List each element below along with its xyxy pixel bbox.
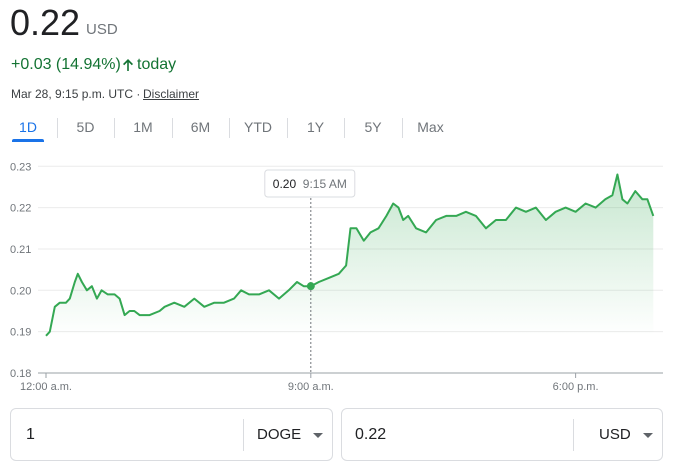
from-currency: DOGE [257, 426, 302, 443]
range-tab[interactable]: 1M [133, 119, 153, 135]
amount-output[interactable]: 0.22 USD [341, 408, 663, 461]
area [46, 174, 654, 336]
range-tab[interactable]: 5Y [364, 119, 382, 135]
y-tick-label: 0.22 [10, 203, 31, 215]
chart: 0.18 0.19 0.20 0.21 0.22 0.23 12:00 a.m. 9:00 a… [10, 161, 663, 393]
dropdown-arrow[interactable] [313, 433, 323, 439]
currency: USD [86, 21, 118, 38]
tab-separator [401, 118, 403, 138]
y-tick-label: 0.19 [10, 327, 31, 339]
range-tab[interactable]: 6M [190, 119, 211, 135]
divider [573, 419, 574, 451]
divider [243, 419, 244, 451]
y-tick-label: 0.18 [10, 368, 31, 380]
tooltip-box [264, 169, 356, 198]
change: +0.03 (14.94%) [11, 56, 121, 73]
tooltip-value: 0.20 [273, 177, 297, 191]
range-tab[interactable]: Max [417, 119, 444, 135]
price-line [45, 173, 655, 337]
tab-separator [171, 118, 173, 138]
y-tick-label: 0.23 [10, 161, 31, 173]
up-arrow [123, 59, 133, 71]
price: 0.22 [10, 2, 81, 43]
range-tab[interactable]: 5D [76, 119, 95, 135]
to-currency: USD [599, 426, 631, 443]
from-amount: 1 [26, 426, 35, 443]
y-tick-label: 0.21 [10, 244, 31, 256]
disclaimer-link[interactable]: Disclaimer [143, 87, 200, 101]
tab-separator [114, 118, 115, 138]
y-tick-label: 0.20 [10, 285, 31, 297]
tab-separator [286, 118, 288, 138]
tab-separator [229, 118, 230, 138]
change-suffix: today [137, 56, 177, 73]
x-tick-label: 6:00 p.m. [553, 381, 599, 393]
active-tab-indicator [12, 139, 44, 142]
hover-dot [306, 282, 315, 291]
dropdown-arrow[interactable] [643, 433, 653, 439]
tab-separator [56, 118, 58, 138]
timestamp: Mar 28, 9:15 p.m. UTC · [11, 87, 141, 101]
x-tick-label: 12:00 a.m. [20, 381, 72, 393]
range-tab[interactable]: 1Y [306, 119, 325, 135]
range-tab[interactable]: 1D [19, 119, 37, 135]
tab-separator [344, 118, 345, 138]
tooltip-time: 9:15 AM [303, 177, 347, 191]
x-tick-label: 9:00 a.m. [288, 381, 334, 393]
amount-input[interactable]: 1 DOGE [10, 408, 333, 461]
to-amount: 0.22 [355, 426, 387, 443]
range-tab[interactable]: YTD [244, 119, 272, 135]
